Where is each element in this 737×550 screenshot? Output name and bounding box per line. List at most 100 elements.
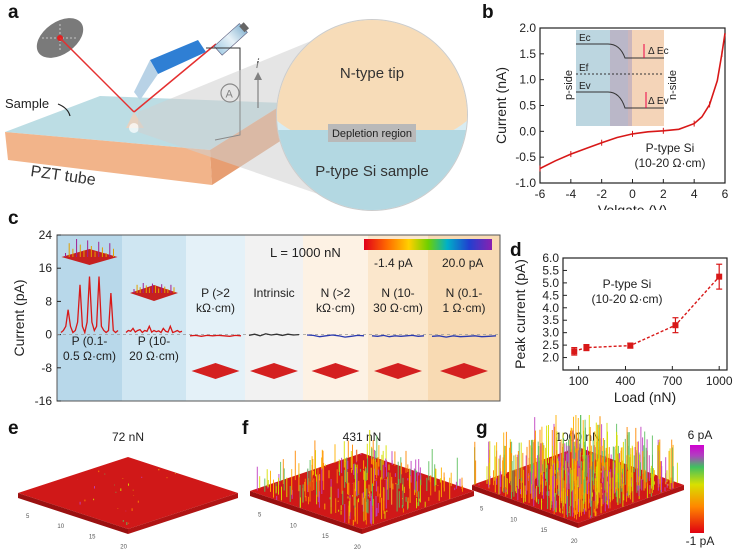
c-region-label-2: kΩ·cm) [316, 301, 355, 315]
e-title: 72 nN [112, 430, 144, 444]
panel-b-chart: -6 -4 -2 0 2 4 6 -1.0 -0.5 0.0 0.5 1.0 1.5 2.0 Volgate… [493, 21, 729, 210]
c-map-tile [374, 363, 422, 379]
ef-label: Ef [579, 63, 589, 74]
c-region-label-2: 30 Ω·cm) [373, 301, 423, 315]
b-ytick-label: 2.0 [519, 21, 536, 35]
c-region-bg [122, 235, 186, 401]
c-region-label-1: P (>2 [201, 286, 230, 300]
c-colorbar-max: 20.0 pA [442, 256, 483, 270]
map-axis-tick: 5 [258, 512, 262, 518]
d-ytick-label: 4.0 [542, 301, 559, 315]
c-ytick-label: 16 [39, 261, 53, 275]
zoom-circle [277, 20, 467, 210]
c-colorbar [364, 239, 492, 250]
d-data-point [583, 344, 590, 351]
map-3d: 5 10 15 20 [250, 430, 474, 550]
map-axis-tick: 10 [290, 523, 297, 529]
d-ytick-label: 4.5 [542, 288, 559, 302]
n-side-label: n-side [667, 70, 679, 100]
d-ylabel: Peak current (pA) [512, 259, 528, 369]
c-region-label-1: P (10- [138, 334, 170, 348]
b-xtick-label: 4 [691, 187, 698, 201]
b-ylabel: Current (nA) [493, 67, 509, 144]
map-axis-tick: 15 [322, 534, 329, 540]
panel-label-g: g [476, 418, 488, 439]
panel-label-f: f [242, 418, 249, 439]
map-side [578, 485, 684, 528]
map-side [18, 493, 128, 534]
c-region-label-2: 0.5 Ω·cm) [63, 349, 116, 363]
d-data-point [571, 348, 578, 355]
d-ytick-label: 2.0 [542, 351, 559, 365]
depletion-label: Depletion region [332, 128, 412, 140]
cantilever-chip [150, 40, 206, 74]
map-axis-tick: 5 [26, 514, 30, 520]
cantilever-beam [134, 60, 158, 100]
c-trace-segment [371, 334, 425, 338]
c-ytick-label: -16 [35, 394, 53, 408]
c-map-tile [311, 363, 360, 379]
c-map-tile [61, 249, 118, 265]
c-region-label-2: 20 Ω·cm) [129, 349, 179, 363]
c-trace-segment [125, 324, 183, 334]
c-trace-segment [431, 335, 497, 338]
c-ylabel: Current (pA) [11, 279, 27, 356]
b-xlabel: Volgate (V) [598, 202, 667, 210]
c-map-tile [250, 363, 298, 379]
b-ytick-label: 0.0 [519, 124, 536, 138]
b-ytick-label: 1.5 [519, 47, 536, 61]
b-axes: -6 -4 -2 0 2 4 6 -1.0 -0.5 0.0 0.5 1.0 1.5 2.0 Volgate… [493, 21, 729, 210]
d-data-point [627, 342, 634, 349]
b-annotation-1: P-type Si [646, 141, 695, 155]
panel-c-chart: -16 -8 0 8 16 24 Current (pA) P (0.1-0.5 Ω·cm) P… [11, 228, 501, 408]
b-annotation-2: (10-20 Ω·cm) [635, 156, 706, 170]
map-side [362, 491, 474, 534]
d-xtick-label: 400 [615, 374, 635, 388]
map-side [472, 485, 578, 528]
map-3d: 5 10 15 20 [472, 415, 684, 545]
sample-pointer [57, 103, 71, 117]
map-surface [18, 457, 238, 529]
d-annotation-2: (10-20 Ω·cm) [592, 292, 663, 306]
panel-label-c: c [8, 208, 19, 229]
c-ytick-label: 8 [45, 294, 52, 308]
d-data-point [716, 273, 723, 280]
panel-label-b: b [482, 2, 494, 23]
panel-label-d: d [510, 240, 522, 261]
cbar-max-label: 6 pA [688, 428, 713, 442]
d-data-point [672, 322, 679, 329]
b-ytick-label: -0.5 [515, 150, 536, 164]
panel-a-schematic: PZT tube Sample A i N-type tip Depletion… [5, 18, 468, 211]
d-ytick-label: 2.5 [542, 338, 559, 352]
d-annotation-1: P-type Si [603, 277, 652, 291]
tip-label: N-type tip [340, 65, 404, 82]
c-region-label-1: N (10- [381, 286, 414, 300]
c-map-tile [130, 285, 178, 301]
b-xtick-label: 6 [722, 187, 729, 201]
c-region-label-2: 1 Ω·cm) [443, 301, 486, 315]
ev-label: Ev [579, 81, 591, 92]
map-axis-tick: 20 [354, 545, 361, 550]
c-region-label-1: N (>2 [321, 286, 351, 300]
d-ytick-label: 6.0 [542, 251, 559, 265]
map-side [128, 493, 238, 534]
c-region-label-2: kΩ·cm) [196, 301, 235, 315]
c-ytick-label: 0 [45, 328, 52, 342]
d-ytick-label: 5.5 [542, 263, 559, 277]
c-ytick-label: 24 [39, 228, 53, 242]
c-trace-segment [60, 276, 119, 335]
map-axis-tick: 5 [480, 506, 484, 512]
depletion-box [328, 124, 416, 142]
b-xtick-label: -4 [565, 187, 576, 201]
map-axis-tick: 20 [571, 539, 578, 545]
tip-region [277, 20, 467, 150]
c-region-label-1: Intrinsic [253, 286, 294, 300]
b-xtick-label: 0 [629, 187, 636, 201]
c-ytick-label: -8 [41, 361, 52, 375]
c-load-label: L = 1000 nN [270, 245, 341, 260]
d-ytick-label: 5.0 [542, 276, 559, 290]
d-xlabel: Load (nN) [614, 389, 676, 405]
laser-incident-beam [133, 43, 217, 113]
c-trace-segment [306, 334, 365, 338]
ec-label: Ec [579, 33, 591, 44]
